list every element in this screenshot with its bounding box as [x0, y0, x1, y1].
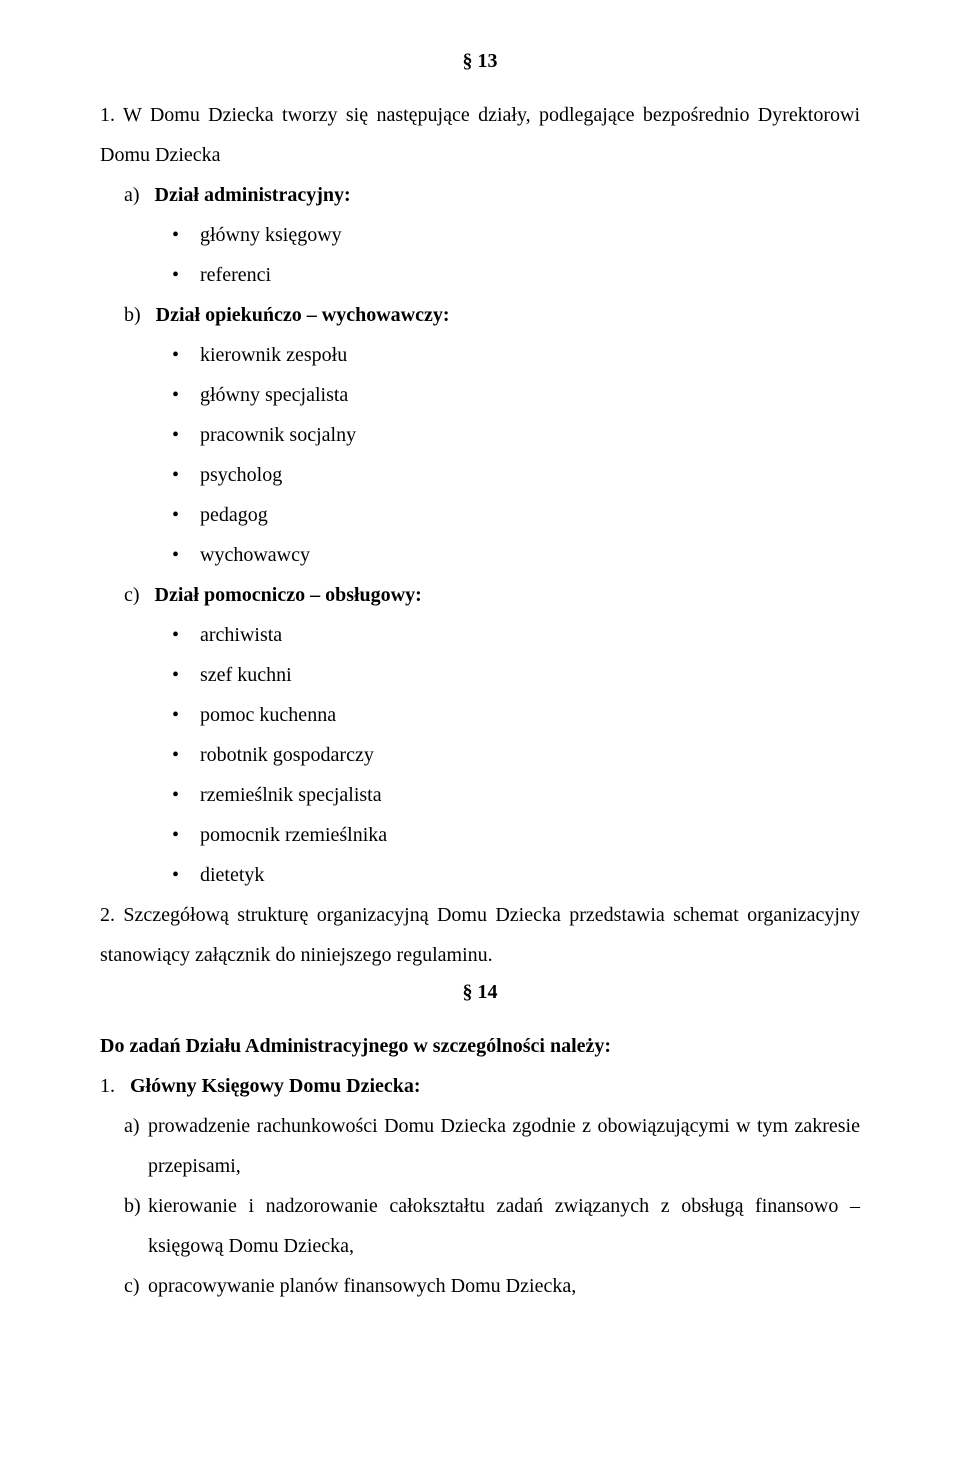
- list-item: pracownik socjalny: [172, 415, 860, 455]
- list-item: referenci: [172, 255, 860, 295]
- list-item: rzemieślnik specjalista: [172, 775, 860, 815]
- letter-item-c: c) opracowywanie planów finansowych Domu…: [124, 1266, 860, 1306]
- item1-title: Główny Księgowy Domu Dziecka:: [130, 1075, 421, 1097]
- letter-a-marker: a): [124, 184, 140, 206]
- section-13-a-label: a) Dział administracyjny:: [100, 175, 860, 215]
- section-13-b-label: b) Dział opiekuńczo – wychowawczy:: [100, 295, 860, 335]
- letter-item-b: b) kierowanie i nadzorowanie całokształt…: [124, 1186, 860, 1266]
- letter-b-marker: b): [124, 304, 141, 326]
- list-item: główny specjalista: [172, 375, 860, 415]
- section-14-heading: Do zadań Działu Administracyjnego w szcz…: [100, 1026, 860, 1066]
- letter-text: opracowywanie planów finansowych Domu Dz…: [148, 1266, 860, 1306]
- section-13-para2: 2. Szczegółową strukturę organizacyjną D…: [100, 895, 860, 975]
- section-14-item1: 1. Główny Księgowy Domu Dziecka:: [100, 1066, 860, 1106]
- letter-a-title: Dział administracyjny:: [155, 184, 351, 206]
- letter-marker: c): [124, 1266, 140, 1306]
- list-item: główny księgowy: [172, 215, 860, 255]
- section-13-c-label: c) Dział pomocniczo – obsługowy:: [100, 575, 860, 615]
- section-14-number: § 14: [100, 981, 860, 1004]
- list-item: robotnik gospodarczy: [172, 735, 860, 775]
- list-item: pomocnik rzemieślnika: [172, 815, 860, 855]
- list-item: kierownik zespołu: [172, 335, 860, 375]
- letter-b-title: Dział opiekuńczo – wychowawczy:: [156, 304, 450, 326]
- list-item: psycholog: [172, 455, 860, 495]
- list-item: pedagog: [172, 495, 860, 535]
- document-page: § 13 1. W Domu Dziecka tworzy się następ…: [0, 0, 960, 1462]
- letter-text: prowadzenie rachunkowości Domu Dziecka z…: [148, 1106, 860, 1186]
- list-item: wychowawcy: [172, 535, 860, 575]
- section-13-c-list: archiwista szef kuchni pomoc kuchenna ro…: [100, 615, 860, 895]
- letter-marker: b): [124, 1186, 141, 1226]
- letter-item-a: a) prowadzenie rachunkowości Domu Dzieck…: [124, 1106, 860, 1186]
- section-13-number: § 13: [100, 50, 860, 73]
- section-13-b-list: kierownik zespołu główny specjalista pra…: [100, 335, 860, 575]
- item1-number: 1.: [100, 1075, 115, 1097]
- list-item: szef kuchni: [172, 655, 860, 695]
- list-item: dietetyk: [172, 855, 860, 895]
- letter-c-marker: c): [124, 584, 140, 606]
- section-14-letter-list: a) prowadzenie rachunkowości Domu Dzieck…: [100, 1106, 860, 1306]
- letter-marker: a): [124, 1106, 140, 1146]
- section-13-a-list: główny księgowy referenci: [100, 215, 860, 295]
- list-item: archiwista: [172, 615, 860, 655]
- letter-c-title: Dział pomocniczo – obsługowy:: [155, 584, 422, 606]
- letter-text: kierowanie i nadzorowanie całokształtu z…: [148, 1186, 860, 1266]
- section-13-para1: 1. W Domu Dziecka tworzy się następujące…: [100, 95, 860, 175]
- list-item: pomoc kuchenna: [172, 695, 860, 735]
